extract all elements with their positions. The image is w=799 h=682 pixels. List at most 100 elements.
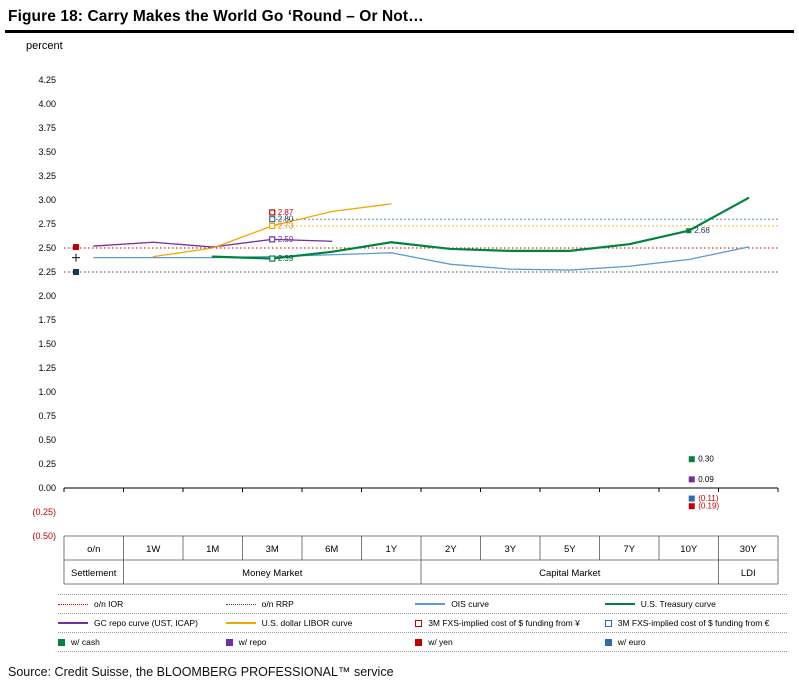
marker-carry-cash [688, 456, 695, 463]
label-carry-repo: 0.09 [698, 475, 714, 484]
y-tick-label: 4.00 [38, 99, 56, 109]
legend-label: o/n RRP [261, 599, 294, 609]
marker-on-euro [73, 269, 79, 275]
legend-row: w/ cash w/ repo w/ yen w/ euro [58, 632, 787, 651]
x-tick-label: 1Y [385, 544, 397, 555]
y-tick-label: 0.50 [38, 435, 56, 445]
x-group-label: LDI [741, 568, 756, 579]
label-euro-3m: 2.80 [278, 215, 294, 224]
y-tick-label: (0.25) [32, 507, 56, 517]
legend-swatch-square [58, 638, 65, 646]
legend-swatch-square [604, 638, 612, 646]
label-carry-cash: 0.30 [698, 455, 714, 464]
legend-row: GC repo curve (UST, ICAP) U.S. dollar LIB… [58, 613, 787, 632]
y-tick-label: 0.25 [38, 459, 56, 469]
legend-label: OIS curve [451, 599, 489, 609]
legend-swatch-line [415, 603, 446, 605]
y-tick-label: 2.25 [38, 267, 56, 277]
y-tick-label: 3.50 [38, 147, 56, 157]
legend-label: w/ cash [71, 637, 100, 647]
x-tick-label: 1W [146, 544, 160, 555]
legend-item: o/n RRP [225, 599, 416, 609]
chart-legend: o/n IOR o/n RRP OIS curve U.S. Treasury cur… [58, 594, 787, 652]
x-tick-label: 1M [206, 544, 219, 555]
legend-swatch-line [225, 622, 256, 624]
legend-swatch-line [604, 603, 635, 605]
y-tick-label: 1.00 [38, 387, 56, 397]
title-rule [5, 30, 794, 33]
y-tick-label: 3.25 [38, 171, 56, 181]
y-tick-label: 1.75 [38, 315, 56, 325]
legend-swatch-dotted-line [225, 603, 256, 605]
marker-on-yen [73, 244, 79, 251]
figure-title: Figure 18: Carry Makes the World Go ‘Rou… [8, 8, 424, 25]
legend-label: 3M FXS-implied cost of $ funding from € [617, 618, 770, 628]
legend-item: w/ cash [58, 637, 226, 647]
legend-label: 3M FXS-implied cost of $ funding from ¥ [428, 618, 580, 628]
label-libor-3m: 2.73 [278, 221, 294, 230]
series-treasury [211, 196, 750, 260]
x-group-label: Settlement [71, 568, 117, 579]
legend-swatch-square-hollow [604, 619, 612, 627]
legend-item: w/ repo [225, 637, 416, 647]
label-repo-3m: 2.59 [278, 235, 294, 244]
x-group-label: Money Market [242, 568, 303, 579]
x-tick-label: 3Y [504, 544, 516, 555]
legend-label: o/n IOR [94, 599, 124, 609]
legend-label: U.S. Treasury curve [640, 599, 716, 609]
label-cash-3m: 2.39 [278, 254, 294, 263]
legend-swatch-square-hollow [415, 619, 423, 627]
source-line: Source: Credit Suisse, the BLOOMBERG PRO… [8, 665, 394, 679]
legend-item: w/ euro [604, 637, 787, 647]
label-ust-10y: 2.68 [694, 226, 710, 235]
legend-item: 3M FXS-implied cost of $ funding from ¥ [415, 618, 605, 628]
legend-item: 3M FXS-implied cost of $ funding from € [604, 618, 787, 628]
x-tick-label: 30Y [740, 544, 758, 555]
label-carry-yen: (0.19) [698, 502, 719, 511]
marker-ust-10y [686, 228, 692, 234]
legend-label: w/ euro [617, 637, 646, 647]
marker-repo-3m [269, 236, 276, 243]
y-tick-label: 1.25 [38, 363, 56, 373]
x-tick-label: 10Y [680, 544, 698, 555]
marker-cash-3m [269, 255, 276, 262]
legend-swatch-dotted-line [58, 603, 88, 605]
legend-label: GC repo curve (UST, ICAP) [94, 618, 198, 628]
marker-carry-euro [688, 495, 695, 502]
y-tick-label: 0.00 [38, 483, 56, 493]
label-carry-euro: (0.11) [698, 494, 719, 503]
legend-item: OIS curve [415, 599, 605, 609]
y-tick-label: 1.50 [38, 339, 56, 349]
y-axis-unit-label: percent [26, 40, 63, 52]
x-tick-label: 6M [325, 544, 338, 555]
y-tick-label: 2.50 [38, 243, 56, 253]
legend-label: w/ yen [428, 637, 453, 647]
legend-swatch-square [415, 638, 423, 646]
legend-label: U.S. dollar LIBOR curve [261, 618, 353, 628]
legend-label: w/ repo [238, 637, 267, 647]
series-ois [93, 246, 749, 271]
marker-carry-repo [688, 476, 695, 483]
series-repo [93, 238, 333, 248]
y-tick-label: 2.00 [38, 291, 56, 301]
marker-euro-3m [269, 216, 276, 223]
x-group-label: Capital Market [539, 568, 601, 579]
y-tick-label: 2.75 [38, 219, 56, 229]
chart-area: 4.25 4.00 3.75 3.50 3.25 3.00 2.75 2.50 2.25 2.00… [6, 52, 799, 593]
y-tick-label: 0.75 [38, 411, 56, 421]
marker-carry-yen [688, 503, 695, 510]
legend-item: w/ yen [415, 637, 605, 647]
marker-libor-3m [269, 222, 276, 230]
yield-curve-chart: 4.25 4.00 3.75 3.50 3.25 3.00 2.75 2.50 2.25 2.00… [32, 75, 779, 585]
y-tick-label: 4.25 [38, 75, 56, 85]
legend-swatch-square [225, 638, 233, 646]
x-tick-label: 7Y [623, 544, 635, 555]
x-tick-label: o/n [87, 544, 100, 555]
legend-item: o/n IOR [58, 599, 226, 609]
legend-row: o/n IOR o/n RRP OIS curve U.S. Treasury cur… [58, 594, 787, 613]
legend-item: U.S. dollar LIBOR curve [225, 618, 416, 628]
y-tick-label: 3.00 [38, 195, 56, 205]
y-tick-label: 3.75 [38, 123, 56, 133]
x-tick-label: 2Y [445, 544, 457, 555]
